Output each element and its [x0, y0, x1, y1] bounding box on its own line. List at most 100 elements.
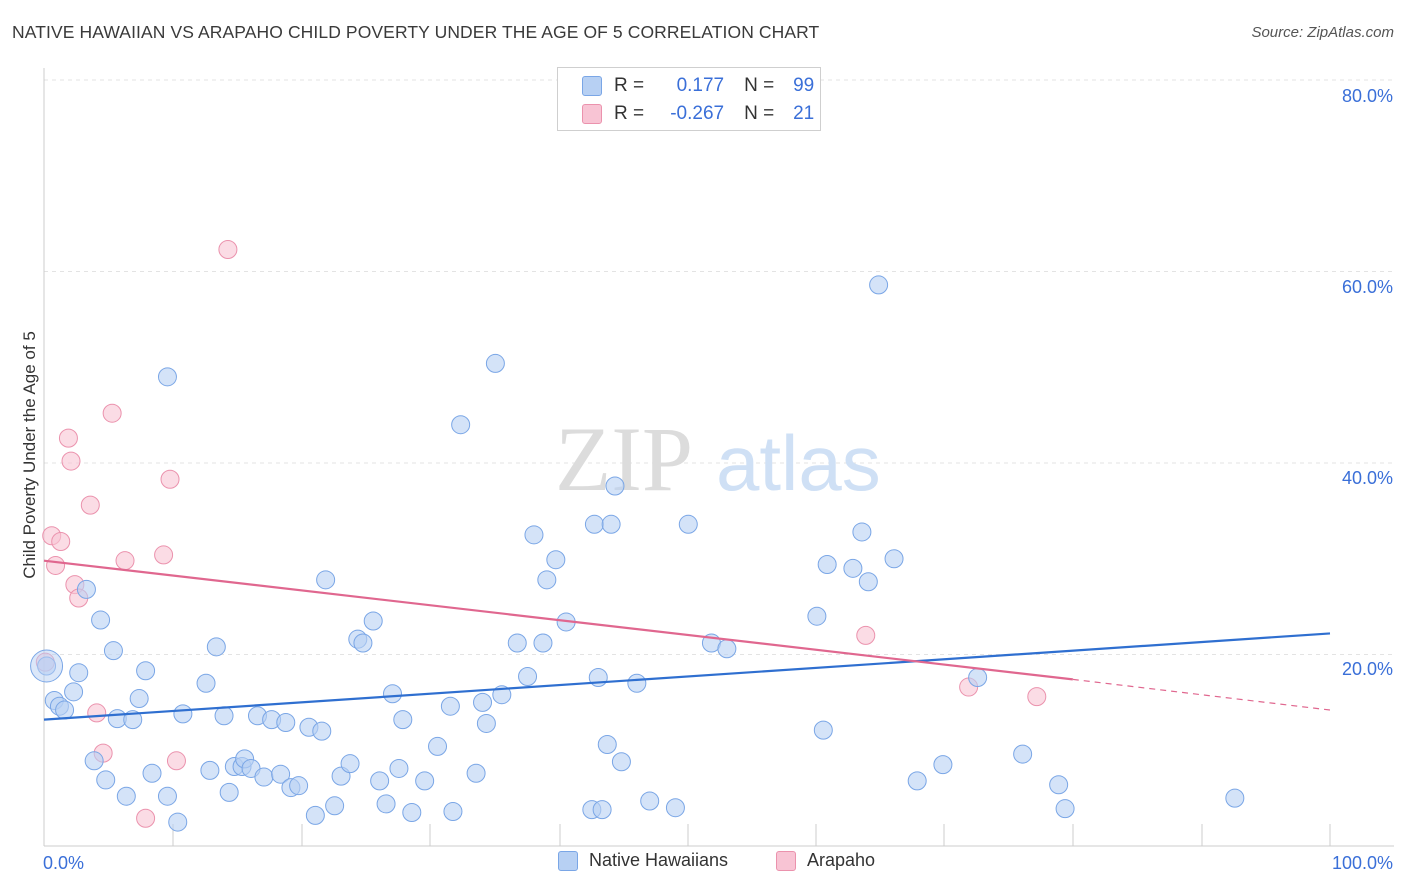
y-tick-label-80: 80.0% — [1341, 86, 1393, 106]
legend-n-label: N = — [744, 103, 775, 124]
legend-n-value: 21 — [793, 103, 815, 124]
legend-swatch-pink — [776, 850, 796, 871]
point-native-hawaiians — [389, 758, 409, 778]
trend-line-arapaho-extension — [1072, 678, 1331, 711]
point-native-hawaiians — [627, 673, 647, 693]
x-tick-label-100: 100.0% — [1331, 853, 1393, 873]
point-native-hawaiians — [103, 641, 123, 661]
point-native-hawaiians — [1049, 775, 1069, 795]
point-native-hawaiians — [69, 663, 89, 683]
y-tick-label-20: 20.0% — [1341, 659, 1393, 679]
point-native-hawaiians — [537, 570, 557, 590]
point-native-hawaiians — [276, 712, 296, 732]
point-native-hawaiians — [142, 763, 162, 783]
point-arapaho — [218, 239, 238, 259]
point-native-hawaiians — [363, 611, 383, 631]
legend-r-label: R = — [614, 75, 645, 96]
point-arapaho — [87, 703, 107, 723]
point-native-hawaiians — [533, 633, 553, 653]
point-native-hawaiians — [393, 710, 413, 730]
point-arapaho — [58, 428, 78, 448]
point-arapaho — [160, 469, 180, 489]
point-arapaho — [154, 545, 174, 565]
point-native-hawaiians — [428, 736, 448, 756]
point-native-hawaiians — [605, 476, 625, 496]
point-native-hawaiians — [116, 786, 136, 806]
legend-swatch-blue — [558, 850, 578, 871]
source-label: Source: ZipAtlas.com — [1251, 24, 1394, 41]
point-native-hawaiians — [129, 689, 149, 709]
point-native-hawaiians — [665, 798, 685, 818]
legend-n-label: N = — [744, 75, 775, 96]
point-native-hawaiians — [1225, 788, 1245, 808]
series-native-hawaiians-points — [30, 275, 1245, 832]
chart-title: NATIVE HAWAIIAN VS ARAPAHO CHILD POVERTY… — [12, 22, 820, 42]
point-native-hawaiians — [76, 579, 96, 599]
trend-line-native-hawaiians — [43, 632, 1331, 721]
axes — [43, 68, 1394, 847]
point-native-hawaiians — [136, 661, 156, 681]
watermark-zip: ZIP — [555, 408, 693, 510]
point-native-hawaiians — [592, 800, 612, 820]
point-native-hawaiians — [817, 554, 837, 574]
point-native-hawaiians — [1055, 799, 1075, 819]
point-native-hawaiians — [316, 570, 336, 590]
point-native-hawaiians — [546, 550, 566, 570]
point-arapaho — [136, 808, 156, 828]
point-native-hawaiians — [289, 776, 309, 796]
point-native-hawaiians — [485, 353, 505, 373]
point-native-hawaiians — [271, 764, 291, 784]
point-native-hawaiians — [64, 682, 84, 702]
point-native-hawaiians — [473, 692, 493, 712]
point-arapaho — [51, 532, 71, 552]
y-tick-label-60: 60.0% — [1341, 277, 1393, 297]
point-native-hawaiians — [440, 696, 460, 716]
point-native-hawaiians — [852, 522, 872, 542]
legend-n-value: 99 — [793, 75, 815, 96]
point-native-hawaiians — [843, 558, 863, 578]
point-native-hawaiians — [214, 706, 234, 726]
point-arapaho — [856, 625, 876, 645]
legend-swatch-pink — [582, 104, 602, 124]
point-native-hawaiians — [206, 637, 226, 657]
legend-row-arapaho: R = -0.267 N = 21 — [582, 102, 814, 126]
legend-label-native-hawaiians: Native Hawaiians — [589, 850, 729, 870]
point-native-hawaiians — [476, 713, 496, 733]
x-tick-label-0: 0.0% — [43, 853, 85, 873]
point-arapaho — [1027, 687, 1047, 707]
point-native-hawaiians — [466, 763, 486, 783]
legend-swatch-blue — [582, 76, 602, 96]
point-arapaho — [61, 451, 81, 471]
point-native-hawaiians — [325, 796, 345, 816]
point-native-hawaiians — [312, 721, 332, 741]
point-native-hawaiians — [518, 667, 538, 687]
point-native-hawaiians — [601, 514, 621, 534]
legend-label-arapaho: Arapaho — [807, 850, 876, 870]
point-native-hawaiians — [611, 752, 631, 772]
point-native-hawaiians — [55, 700, 75, 720]
point-native-hawaiians — [415, 771, 435, 791]
y-tick-label-40: 40.0% — [1341, 468, 1393, 488]
point-native-hawaiians — [524, 525, 544, 545]
point-native-hawaiians — [807, 606, 827, 626]
point-native-hawaiians — [254, 767, 274, 787]
point-native-hawaiians — [869, 275, 889, 295]
point-native-hawaiians — [91, 610, 111, 630]
point-native-hawaiians — [340, 754, 360, 774]
watermark: ZIP atlas — [555, 408, 881, 510]
point-native-hawaiians — [376, 794, 396, 814]
point-native-hawaiians — [678, 514, 698, 534]
point-native-hawaiians — [353, 633, 373, 653]
point-native-hawaiians — [968, 667, 988, 687]
legend-r-value: -0.267 — [670, 103, 725, 124]
point-native-hawaiians-large — [30, 649, 64, 683]
point-native-hawaiians — [507, 633, 527, 653]
point-native-hawaiians — [173, 704, 193, 724]
point-arapaho — [46, 555, 66, 575]
point-native-hawaiians — [157, 786, 177, 806]
point-native-hawaiians — [196, 673, 216, 693]
point-native-hawaiians — [813, 720, 833, 740]
point-arapaho — [115, 551, 135, 571]
point-native-hawaiians — [933, 755, 953, 775]
